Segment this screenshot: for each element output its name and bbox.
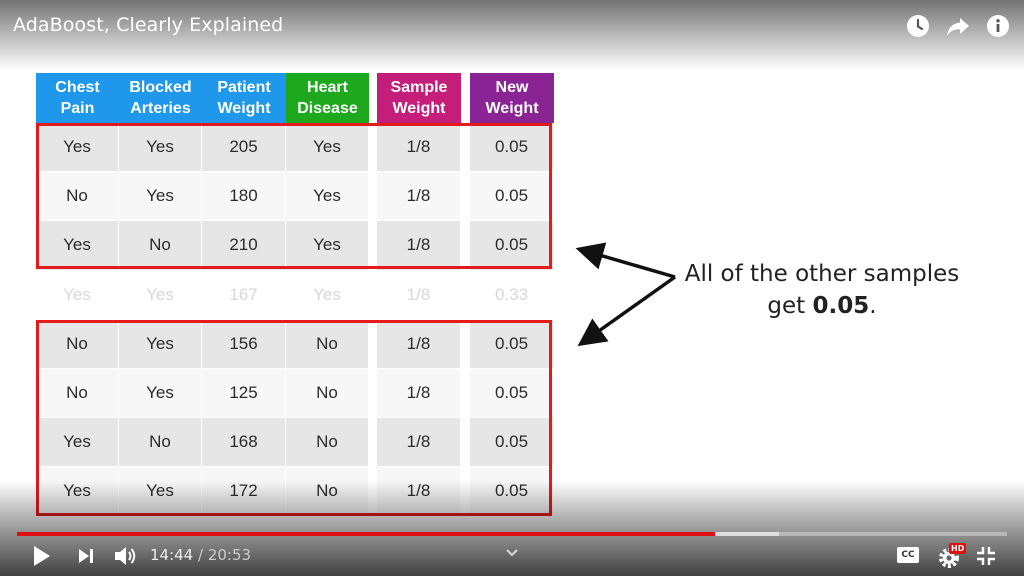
header-line2: Disease: [297, 100, 358, 117]
table-cell: No: [119, 418, 202, 468]
table-cell: Yes: [286, 172, 369, 222]
pointer-arrows: [575, 242, 677, 347]
hd-badge: HD: [949, 543, 967, 554]
time-separator: /: [193, 546, 208, 564]
table-cell: Yes: [286, 221, 369, 271]
table-cell: 180: [202, 172, 286, 222]
table-cell: 0.05: [470, 319, 554, 369]
table-cell: 1/8: [377, 418, 461, 468]
header-line2: Pain: [60, 100, 95, 117]
column-header: Heart Disease: [286, 73, 369, 123]
next-icon[interactable]: [77, 547, 95, 565]
table-cell: Yes: [119, 319, 202, 369]
header-line1: Sample: [390, 79, 448, 96]
play-icon[interactable]: [32, 545, 52, 567]
header-line1: Chest: [55, 79, 100, 96]
annotation-suffix: .: [869, 293, 877, 319]
table-cell: No: [286, 369, 369, 419]
table-cell: 1/8: [377, 270, 461, 320]
table-cell: No: [119, 221, 202, 271]
header-line2: Weight: [485, 100, 539, 117]
annotation-line1: All of the other samples: [684, 261, 960, 287]
header-line1: Heart: [307, 79, 348, 96]
top-overlay: AdaBoost, Clearly Explained: [0, 0, 1024, 70]
table-cell: 0.05: [470, 172, 554, 222]
annotation-bold-value: 0.05: [812, 293, 870, 319]
progress-played: [17, 532, 715, 536]
table-cell: No: [36, 369, 119, 419]
table-cell: Yes: [286, 123, 369, 173]
table-cell: Yes: [36, 270, 119, 320]
annotation-prefix: get: [767, 293, 813, 319]
table-cell: 0.05: [470, 221, 554, 271]
column-header: Blocked Arteries: [119, 73, 202, 123]
current-time: 14:44: [150, 546, 194, 564]
captions-button[interactable]: CC: [897, 547, 919, 563]
table-cell: Yes: [119, 270, 202, 320]
video-title[interactable]: AdaBoost, Clearly Explained: [13, 14, 284, 36]
header-line2: Arteries: [130, 100, 191, 117]
table-cell: Yes: [36, 123, 119, 173]
table-cell: 0.33: [470, 270, 554, 320]
header-line1: New: [495, 79, 529, 96]
table-cell: 205: [202, 123, 286, 173]
table-cell: Yes: [119, 369, 202, 419]
info-icon[interactable]: [986, 14, 1010, 38]
table-cell: Yes: [286, 270, 369, 320]
table-cell: 167: [202, 270, 286, 320]
table-cell: No: [36, 319, 119, 369]
progress-bar[interactable]: [17, 532, 1007, 536]
table-cell: 0.05: [470, 369, 554, 419]
header-line2: Weight: [392, 100, 446, 117]
table-cell: No: [286, 418, 369, 468]
table-cell: 210: [202, 221, 286, 271]
settings-button[interactable]: HD: [938, 543, 967, 568]
chevron-down-icon[interactable]: [505, 548, 519, 558]
table-cell: 1/8: [377, 172, 461, 222]
volume-icon[interactable]: [113, 544, 139, 568]
table-cell: 1/8: [377, 369, 461, 419]
top-icons: [906, 14, 1010, 38]
annotation-line2: get 0.05.: [672, 290, 972, 322]
controls-overlay: [0, 480, 1024, 576]
table-cell: 1/8: [377, 319, 461, 369]
share-icon[interactable]: [946, 14, 970, 38]
header-line1: Blocked: [129, 79, 192, 96]
duration: 20:53: [207, 546, 252, 564]
watch-later-icon[interactable]: [906, 14, 930, 38]
exit-fullscreen-icon[interactable]: [976, 546, 996, 566]
column-header: Chest Pain: [36, 73, 119, 123]
column-header: New Weight: [470, 73, 554, 123]
cc-label: CC: [901, 550, 915, 560]
column-header: Sample Weight: [377, 73, 461, 123]
table-cell: Yes: [36, 221, 119, 271]
table-cell: 156: [202, 319, 286, 369]
table-cell: No: [286, 319, 369, 369]
table-cell: 0.05: [470, 418, 554, 468]
table-cell: 125: [202, 369, 286, 419]
table-cell: 1/8: [377, 123, 461, 173]
header-line1: Patient: [217, 79, 271, 96]
annotation-text: All of the other samples get 0.05.: [672, 258, 972, 322]
header-line2: Weight: [217, 100, 271, 117]
table-cell: 0.05: [470, 123, 554, 173]
table-cell: Yes: [36, 418, 119, 468]
table-cell: No: [36, 172, 119, 222]
column-header: Patient Weight: [202, 73, 286, 123]
table-cell: Yes: [119, 172, 202, 222]
time-display: 14:44 / 20:53: [150, 546, 251, 564]
table-cell: 1/8: [377, 221, 461, 271]
table-cell: Yes: [119, 123, 202, 173]
table-cell: 168: [202, 418, 286, 468]
